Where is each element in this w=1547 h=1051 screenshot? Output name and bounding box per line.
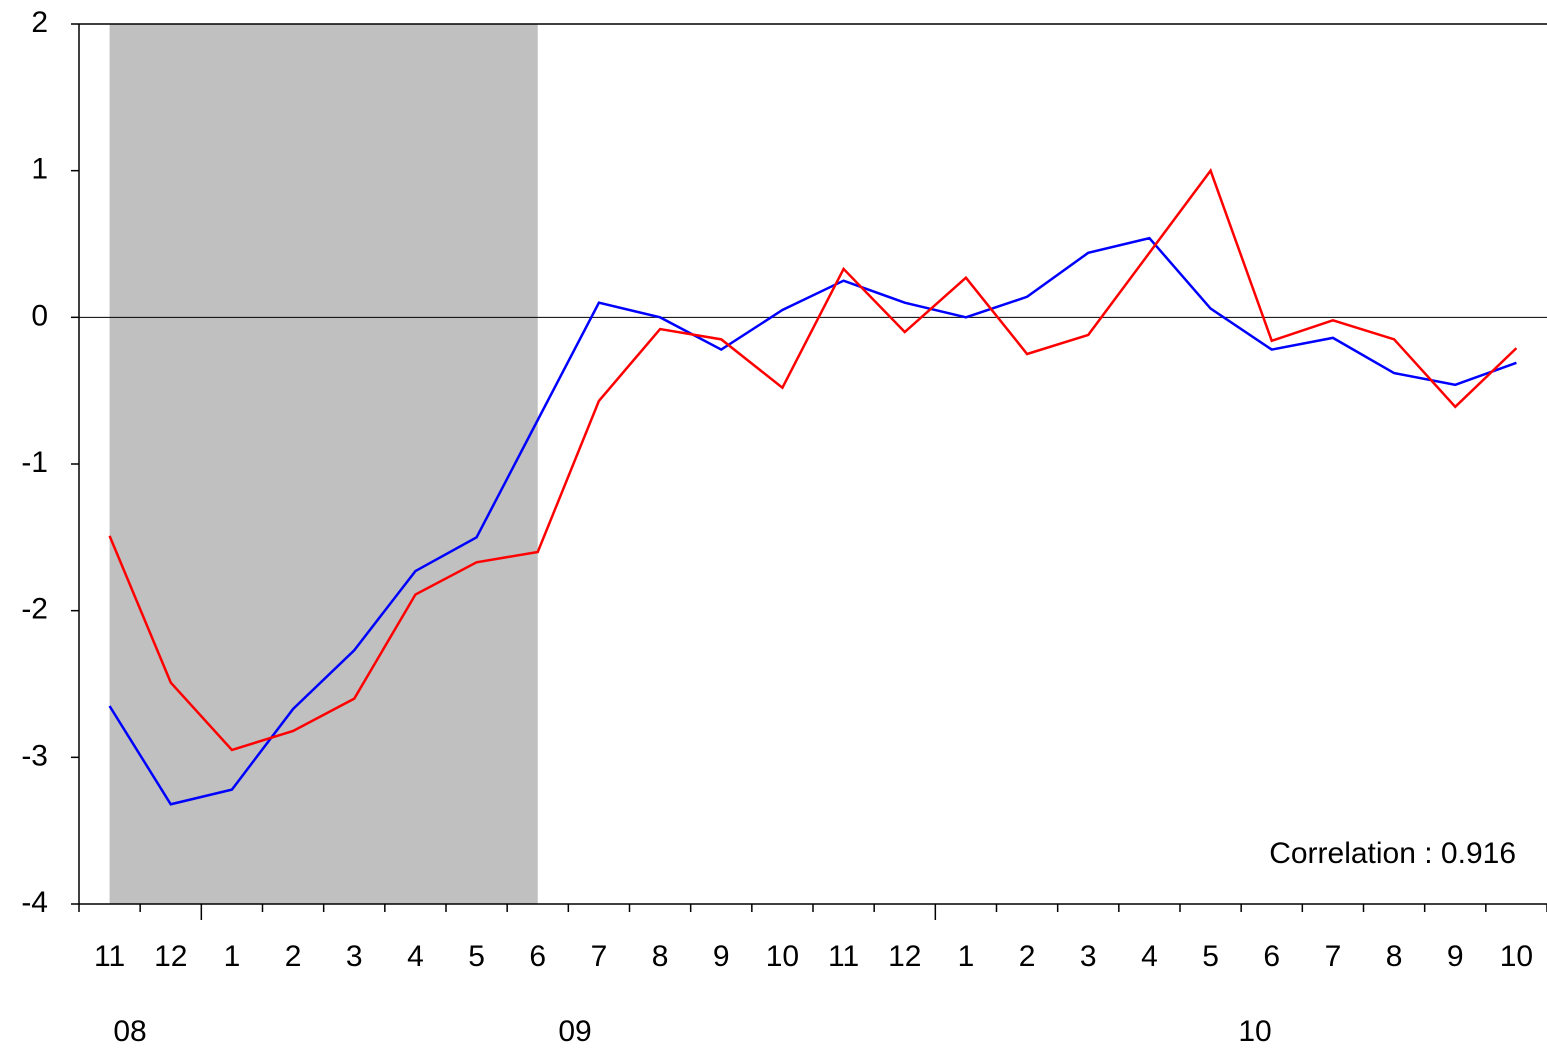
year-label: 08 [113, 1015, 146, 1048]
x-tick-label: 2 [285, 940, 302, 973]
x-tick-label: 4 [407, 940, 424, 973]
x-tick-label: 7 [591, 940, 608, 973]
x-tick-label: 8 [652, 940, 669, 973]
x-tick-label: 10 [766, 940, 799, 973]
x-tick-label: 5 [1202, 940, 1219, 973]
x-tick-label: 4 [1141, 940, 1158, 973]
x-tick-label: 11 [828, 940, 859, 973]
shaded-period [109, 24, 538, 904]
annotation: Correlation : 0.916 [1269, 837, 1516, 870]
y-tick-label: 0 [31, 299, 48, 332]
x-tick-label: 3 [346, 940, 363, 973]
x-tick-label: 8 [1386, 940, 1403, 973]
series-line [108, 168, 1518, 752]
y-tick-label: -4 [21, 886, 48, 919]
x-tick-label: 12 [888, 940, 921, 973]
x-tick-label: 10 [1500, 940, 1533, 973]
x-tick-label: 2 [1019, 940, 1036, 973]
x-tick-label: 6 [529, 940, 546, 973]
x-tick-label: 12 [154, 940, 187, 973]
x-tick-label: 9 [713, 940, 730, 973]
y-tick-label: 1 [31, 153, 48, 186]
year-label: 09 [558, 1015, 591, 1048]
x-tick-label: 1 [224, 940, 241, 973]
year-label: 10 [1238, 1015, 1271, 1048]
x-tick-label: 1 [958, 940, 975, 973]
x-tick-label: 9 [1447, 940, 1464, 973]
y-tick-label: 2 [31, 6, 48, 39]
y-tick-label: -3 [21, 739, 48, 772]
x-tick-label: 5 [468, 940, 485, 973]
x-tick-label: 7 [1325, 940, 1342, 973]
series-line [108, 236, 1517, 806]
y-tick-label: -2 [21, 593, 48, 626]
y-tick-label: -1 [21, 446, 48, 479]
x-tick-label: 3 [1080, 940, 1097, 973]
x-tick-label: 11 [94, 940, 125, 973]
x-tick-label: 6 [1263, 940, 1280, 973]
